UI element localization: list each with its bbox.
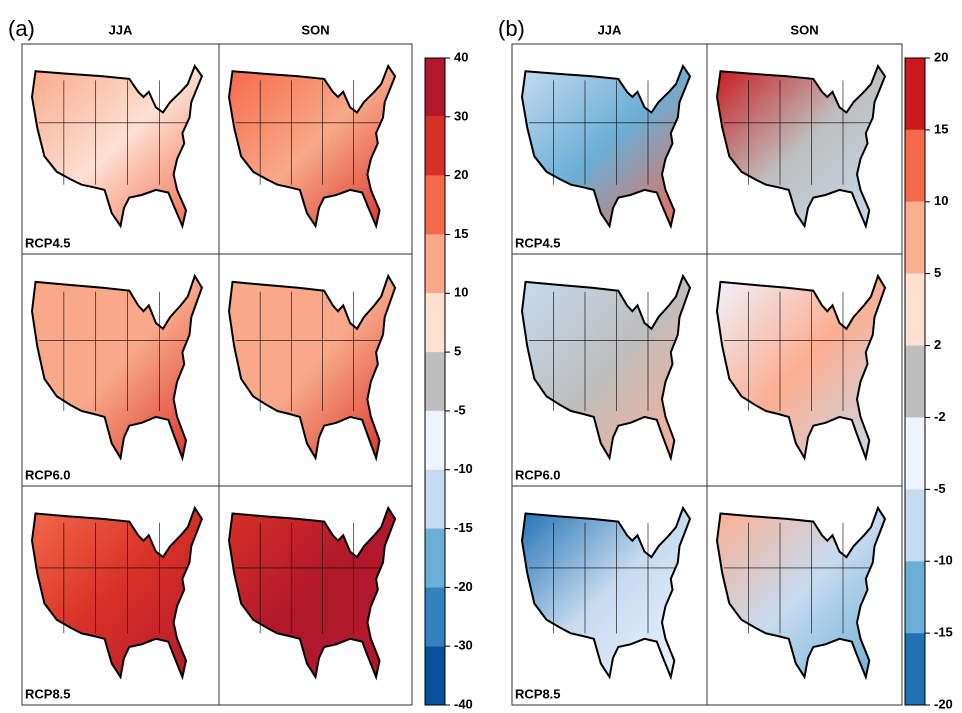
colorbar-tick-label: -5 xyxy=(934,481,946,496)
scenario-label: RCP6.0 xyxy=(515,467,561,482)
us-map xyxy=(227,273,397,462)
colorbar-segment xyxy=(905,201,925,274)
us-map xyxy=(227,63,397,230)
scenario-label: RCP8.5 xyxy=(515,686,561,701)
colorbar-tick-label: -20 xyxy=(454,579,473,594)
column-title: SON xyxy=(301,22,329,37)
colorbar-tick-label: 5 xyxy=(934,265,941,280)
scenario-label: RCP4.5 xyxy=(515,235,561,250)
colorbar-tick-label: -15 xyxy=(454,520,473,535)
colorbar-tick-label: 10 xyxy=(454,285,468,300)
colorbar-segment xyxy=(905,489,925,562)
us-map xyxy=(520,505,692,681)
colorbar-tick-label: 10 xyxy=(934,193,948,208)
colorbar-segment xyxy=(425,175,445,235)
scenario-label: RCP8.5 xyxy=(25,686,71,701)
panel-label: (b) xyxy=(498,16,525,41)
colorbar-segment xyxy=(425,116,445,176)
colorbar-segment xyxy=(425,410,445,470)
column-title: JJA xyxy=(109,22,133,37)
colorbar-tick-label: -30 xyxy=(454,638,473,653)
colorbar-tick-label: -10 xyxy=(934,553,953,568)
colorbar-segment xyxy=(425,352,445,411)
column-title: JJA xyxy=(598,22,622,37)
us-map xyxy=(30,273,204,462)
colorbar-tick-label: -2 xyxy=(934,409,946,424)
colorbar-tick-label: -20 xyxy=(934,696,953,711)
colorbar-segment xyxy=(425,646,445,705)
us-map xyxy=(715,63,887,230)
colorbar-frame xyxy=(904,57,926,706)
colorbar-segment xyxy=(905,561,925,634)
colorbar-tick-label: 15 xyxy=(454,226,468,241)
colorbar-tick-label: 2 xyxy=(934,337,941,352)
map-cell xyxy=(706,485,903,706)
colorbar-segment xyxy=(905,58,925,130)
colorbar-tick-label: 5 xyxy=(454,344,461,359)
colorbar-tick-label: 40 xyxy=(454,49,468,64)
colorbar-segment xyxy=(425,528,445,588)
colorbar-tick-label: -5 xyxy=(454,402,466,417)
colorbar-tick-label: 30 xyxy=(454,108,468,123)
colorbar-frame xyxy=(424,57,446,706)
colorbar-segment xyxy=(425,234,445,294)
colorbar-tick-label: 20 xyxy=(934,49,948,64)
scenario-label: RCP6.0 xyxy=(25,467,71,482)
colorbar-tick-label: -15 xyxy=(934,625,953,640)
us-map xyxy=(520,63,692,230)
colorbar-segment xyxy=(905,633,925,705)
panel-label: (a) xyxy=(8,16,35,41)
scenario-label: RCP4.5 xyxy=(25,235,71,250)
colorbar-segment xyxy=(905,417,925,490)
colorbar-tick-label: -10 xyxy=(454,461,473,476)
colorbar-segment xyxy=(425,58,445,117)
us-map xyxy=(715,505,887,681)
colorbar-segment xyxy=(905,345,925,418)
us-map xyxy=(520,273,692,462)
colorbar-segment xyxy=(905,129,925,202)
map-cell xyxy=(218,485,413,706)
colorbar-tick-label: 15 xyxy=(934,121,948,136)
us-map xyxy=(227,505,397,681)
colorbar-tick-label: -40 xyxy=(454,696,473,711)
colorbar-segment xyxy=(905,273,925,346)
us-map xyxy=(30,505,204,681)
column-title: SON xyxy=(790,22,818,37)
colorbar-segment xyxy=(425,293,445,353)
colorbar-tick-label: 20 xyxy=(454,167,468,182)
us-map xyxy=(715,273,887,462)
us-map xyxy=(30,63,204,230)
colorbar-segment xyxy=(425,587,445,647)
colorbar-segment xyxy=(425,469,445,529)
